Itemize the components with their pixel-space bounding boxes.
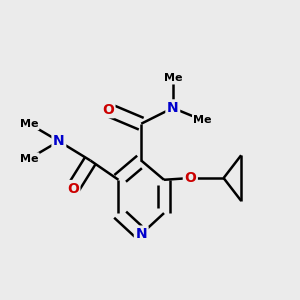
- Text: N: N: [135, 227, 147, 241]
- Text: Me: Me: [193, 115, 212, 125]
- Text: Me: Me: [20, 119, 38, 129]
- Text: O: O: [67, 182, 79, 196]
- Text: O: O: [102, 103, 114, 117]
- Text: Me: Me: [20, 154, 38, 164]
- Text: N: N: [167, 101, 178, 115]
- Text: O: O: [184, 171, 196, 185]
- Text: Me: Me: [164, 73, 182, 83]
- Text: N: N: [53, 134, 65, 148]
